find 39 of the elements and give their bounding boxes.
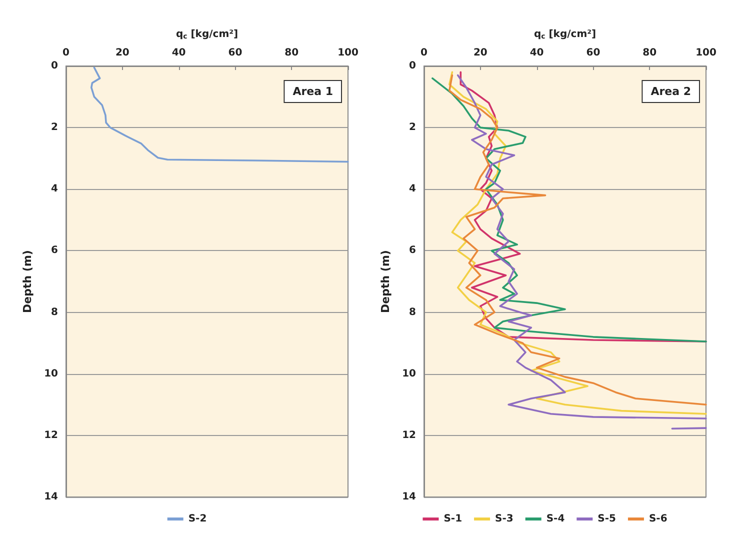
x-tick-label: 100: [696, 48, 716, 58]
y-tick-label: 6: [51, 245, 58, 256]
x-tick-label: 40: [530, 48, 544, 58]
y-tick-label: 10: [402, 368, 416, 380]
x-tick-label: 20: [115, 48, 130, 58]
x-tick-label: 0: [420, 48, 428, 58]
y-tick-label: 0: [409, 60, 416, 72]
y-tick-label: 4: [51, 184, 58, 195]
y-tick-label: 8: [409, 306, 416, 318]
y-tick-label: 14: [402, 492, 416, 502]
y-tick-label: 0: [51, 60, 58, 72]
legend-label: S-5: [598, 514, 616, 524]
y-tick-label: 6: [409, 245, 416, 256]
x-tick-label: 0: [62, 48, 70, 58]
x-tick-label: 100: [338, 48, 358, 58]
x-tick-label: 40: [172, 48, 186, 58]
legend-label: S-6: [648, 514, 668, 524]
y-tick-label: 14: [44, 492, 58, 502]
y-tick-label: 2: [409, 122, 416, 134]
legend-label: S-2: [188, 514, 207, 524]
y-tick-label: 8: [51, 306, 58, 318]
y-axis-title: Depth (m): [21, 250, 34, 313]
legend-label: S-1: [444, 514, 462, 524]
annotation: Area 2: [650, 85, 692, 98]
y-tick-label: 2: [51, 122, 58, 134]
legend-label: S-3: [495, 514, 514, 524]
y-axis-title: Depth (m): [379, 250, 392, 313]
x-tick-label: 60: [228, 48, 242, 58]
legend-label: S-4: [546, 514, 565, 524]
x-tick-label: 80: [642, 48, 657, 58]
x-tick-label: 60: [586, 48, 600, 58]
y-tick-label: 12: [44, 430, 58, 441]
y-tick-label: 4: [409, 184, 416, 195]
y-tick-label: 10: [44, 368, 58, 380]
x-tick-label: 80: [284, 48, 299, 58]
annotation: Area 1: [292, 85, 334, 98]
y-tick-label: 12: [402, 430, 416, 441]
line-series: [90, 66, 349, 163]
x-tick-label: 20: [473, 48, 488, 58]
